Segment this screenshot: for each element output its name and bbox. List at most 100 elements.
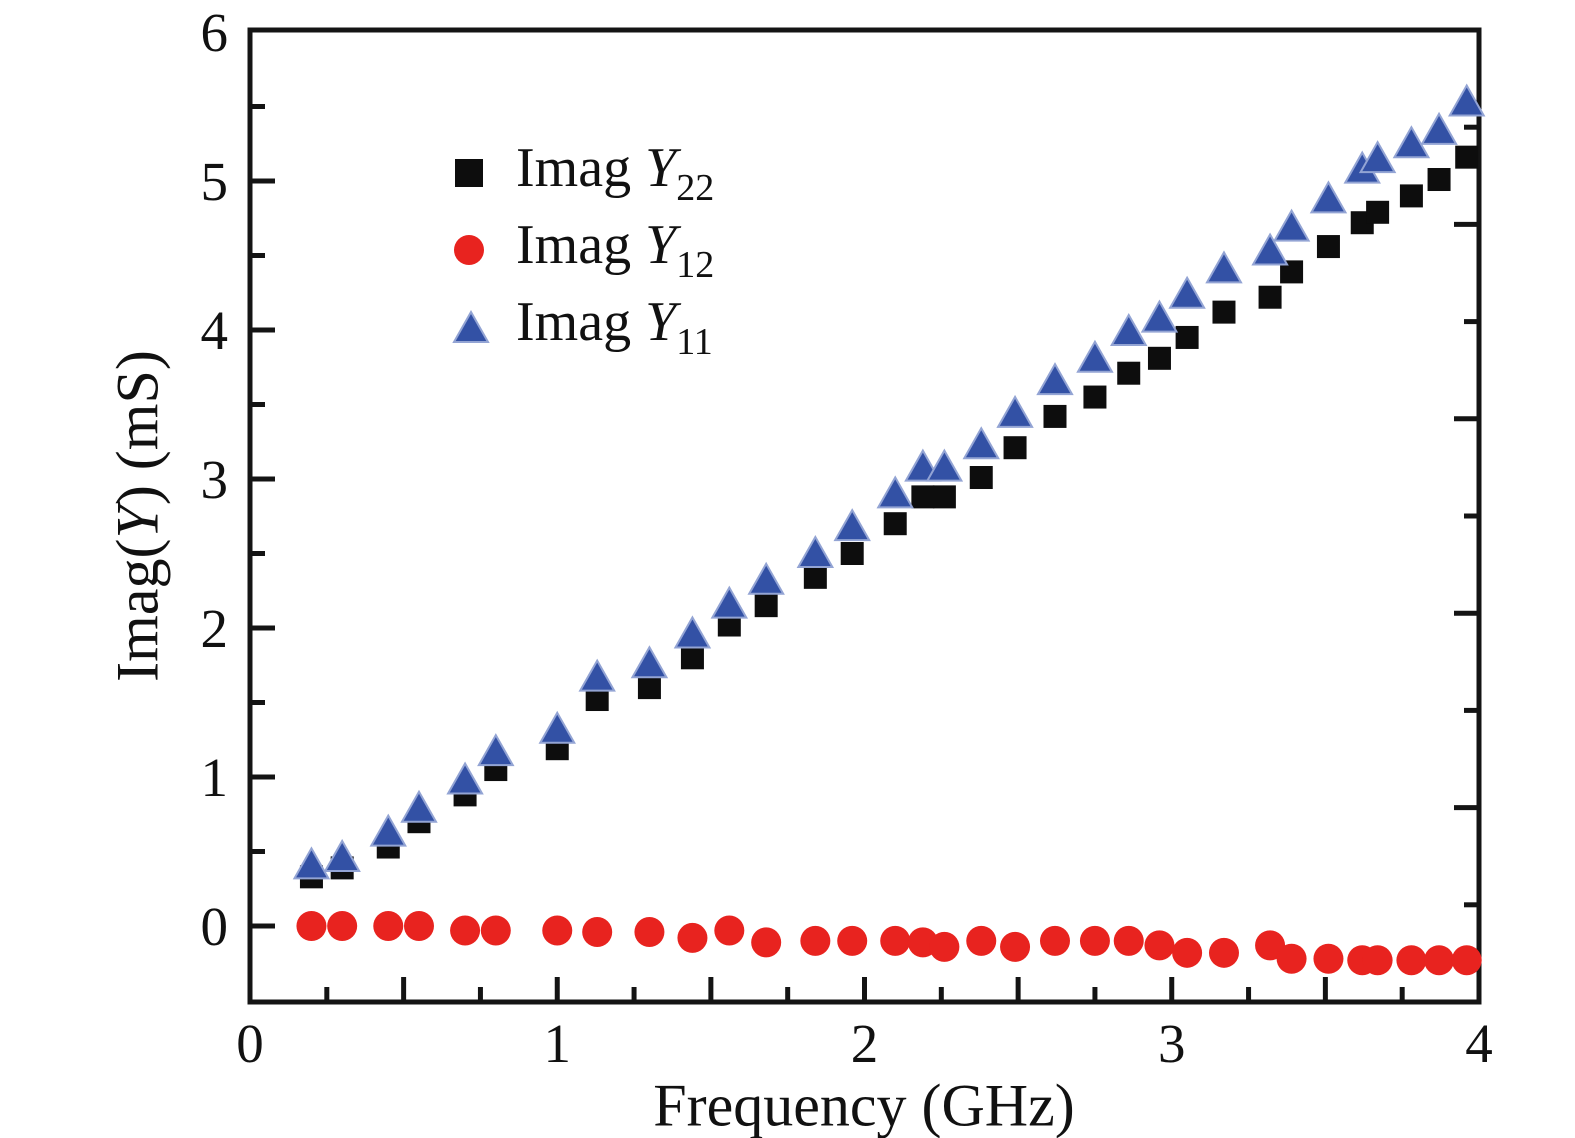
circle-marker-icon bbox=[452, 233, 492, 267]
data-point-square bbox=[1455, 145, 1479, 169]
data-point-triangle bbox=[1076, 339, 1114, 373]
data-point-triangle bbox=[400, 789, 438, 823]
data-point-triangle bbox=[1251, 232, 1289, 266]
data-point-circle bbox=[1172, 937, 1203, 968]
data-point-triangle bbox=[1272, 208, 1311, 242]
x-tick-label-3: 3 bbox=[1158, 1013, 1186, 1074]
data-point-triangle bbox=[323, 838, 361, 872]
data-point-triangle bbox=[1392, 125, 1431, 159]
data-point-triangle bbox=[1205, 250, 1243, 284]
data-point-circle bbox=[1079, 925, 1110, 956]
data-point-circle bbox=[800, 925, 831, 956]
legend-item-y11: Imag Y11 bbox=[452, 288, 714, 365]
data-point-square bbox=[1366, 200, 1390, 224]
y-tick-label-2: 2 bbox=[201, 598, 229, 659]
data-point-circle bbox=[582, 916, 613, 947]
data-point-circle bbox=[403, 911, 434, 941]
data-point-square bbox=[754, 594, 778, 618]
data-point-circle bbox=[373, 911, 404, 941]
data-point-circle bbox=[1424, 945, 1455, 976]
data-point-circle bbox=[1000, 931, 1031, 962]
legend-item-y22: Imag Y22 bbox=[452, 134, 714, 211]
data-point-triangle bbox=[962, 426, 1000, 460]
data-point-circle bbox=[1255, 930, 1286, 961]
data-point-circle bbox=[1396, 945, 1427, 976]
data-point-square bbox=[637, 676, 661, 700]
data-point-square bbox=[1175, 325, 1199, 349]
data-point-square bbox=[1117, 361, 1141, 385]
data-point-circle bbox=[296, 911, 327, 941]
x-tick-label-2: 2 bbox=[851, 1013, 879, 1074]
square-marker-icon bbox=[452, 156, 492, 190]
data-point-square bbox=[1280, 260, 1304, 284]
data-point-circle bbox=[837, 925, 868, 956]
data-point-triangle bbox=[538, 710, 576, 744]
data-point-triangle bbox=[796, 534, 835, 568]
data-point-square bbox=[883, 512, 907, 536]
data-point-triangle bbox=[446, 761, 484, 795]
data-point-triangle bbox=[876, 475, 914, 509]
y-tick-label-0: 0 bbox=[201, 896, 229, 957]
data-point-triangle bbox=[1447, 83, 1486, 117]
data-point-triangle bbox=[1358, 140, 1397, 174]
data-point-circle bbox=[1144, 930, 1175, 961]
data-point-circle bbox=[714, 915, 745, 946]
y-axis-title-post: ) (mS) bbox=[104, 350, 171, 506]
data-point-circle bbox=[1362, 945, 1393, 976]
data-point-triangle bbox=[673, 615, 712, 649]
data-point-circle bbox=[929, 931, 960, 962]
x-axis-title: Frequency (GHz) bbox=[653, 1072, 1075, 1138]
data-point-triangle bbox=[1036, 362, 1074, 396]
data-point-triangle bbox=[1110, 312, 1148, 346]
data-point-triangle bbox=[925, 448, 964, 482]
axis-frame bbox=[247, 27, 1482, 1005]
y-axis-title-symbol: Y bbox=[104, 505, 171, 539]
data-point-circle bbox=[966, 925, 997, 956]
data-point-circle bbox=[751, 927, 782, 958]
x-tick-label-1: 1 bbox=[544, 1013, 572, 1074]
data-point-triangle bbox=[477, 733, 515, 767]
data-point-circle bbox=[480, 915, 511, 946]
data-point-circle bbox=[677, 922, 708, 953]
y-tick-label-1: 1 bbox=[201, 747, 229, 808]
data-point-square bbox=[717, 613, 741, 637]
legend: Imag Y22 Imag Y12 Imag Y11 bbox=[452, 134, 714, 365]
data-point-triangle bbox=[710, 585, 749, 619]
y-tick-label-4: 4 bbox=[201, 300, 229, 361]
data-point-triangle bbox=[996, 394, 1034, 428]
y-tick-label-3: 3 bbox=[201, 449, 229, 510]
legend-label-y11: Imag Y11 bbox=[516, 290, 713, 363]
data-point-square bbox=[680, 646, 704, 670]
legend-label-y12: Imag Y12 bbox=[516, 213, 715, 286]
data-point-square bbox=[1316, 235, 1340, 259]
data-point-triangle bbox=[292, 846, 331, 880]
data-point-square bbox=[1003, 436, 1027, 460]
data-point-square bbox=[585, 688, 609, 712]
data-point-square bbox=[840, 542, 864, 565]
data-point-circle bbox=[327, 911, 358, 941]
data-point-square bbox=[1427, 168, 1451, 192]
y-tick-label-5: 5 bbox=[201, 151, 229, 212]
data-point-square bbox=[1083, 385, 1107, 409]
data-point-circle bbox=[1113, 925, 1144, 956]
data-point-circle bbox=[1039, 925, 1070, 956]
data-point-square bbox=[911, 485, 935, 509]
data-point-triangle bbox=[1168, 275, 1206, 309]
x-tick-label-4: 4 bbox=[1465, 1013, 1493, 1074]
data-point-triangle bbox=[1309, 180, 1348, 214]
data-point-square bbox=[1258, 285, 1282, 309]
data-point-square bbox=[969, 466, 993, 490]
data-point-circle bbox=[634, 916, 665, 947]
data-point-triangle bbox=[369, 813, 407, 847]
data-point-triangle bbox=[833, 508, 871, 542]
data-point-square bbox=[803, 565, 827, 589]
data-point-circle bbox=[1208, 937, 1239, 968]
data-point-square bbox=[1212, 300, 1236, 324]
legend-item-y12: Imag Y12 bbox=[452, 211, 714, 288]
data-point-square bbox=[1399, 184, 1423, 208]
data-point-triangle bbox=[1140, 299, 1179, 333]
data-point-triangle bbox=[747, 561, 785, 595]
data-point-triangle bbox=[1420, 111, 1458, 145]
